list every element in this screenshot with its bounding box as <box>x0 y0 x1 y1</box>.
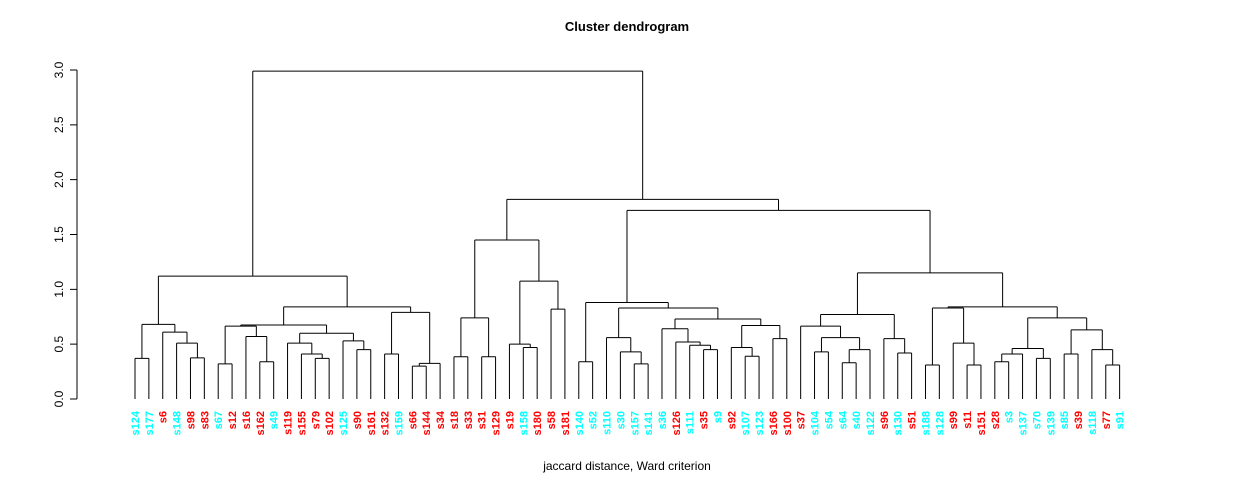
leaf-label-s28: s28 <box>990 411 1002 429</box>
leaf-label-s148: s148 <box>172 411 184 435</box>
leaf-label-s67: s67 <box>213 411 225 429</box>
leaf-label-s6: s6 <box>158 411 170 423</box>
leaf-label-s111: s111 <box>685 411 697 434</box>
leaf-label-s125: s125 <box>338 411 350 435</box>
leaf-label-s83: s83 <box>199 411 211 429</box>
leaf-label-s166: s166 <box>768 411 780 435</box>
leaf-label-s100: s100 <box>782 411 794 435</box>
leaf-label-s104: s104 <box>810 410 822 435</box>
leaf-label-s36: s36 <box>657 411 669 429</box>
leaf-label-s58: s58 <box>546 411 558 429</box>
leaf-label-s162: s162 <box>255 411 267 435</box>
leaf-label-s119: s119 <box>283 411 295 435</box>
y-tick-label: 2.0 <box>52 171 66 188</box>
leaf-label-s122: s122 <box>865 411 877 435</box>
y-tick-label: 3.0 <box>52 61 66 78</box>
leaf-label-s139: s139 <box>1045 411 1057 435</box>
leaf-label-s129: s129 <box>491 411 503 435</box>
leaf-label-s11: s11 <box>962 411 974 429</box>
leaf-label-s49: s49 <box>269 411 281 429</box>
leaf-label-s96: s96 <box>879 411 891 429</box>
leaf-label-s33: s33 <box>463 411 475 429</box>
leaf-label-s177: s177 <box>144 411 156 435</box>
leaf-label-s161: s161 <box>366 411 378 435</box>
leaf-label-s51: s51 <box>907 411 919 429</box>
leaf-label-s140: s140 <box>574 411 586 435</box>
leaf-label-s158: s158 <box>518 411 530 435</box>
leaf-label-s137: s137 <box>1018 411 1030 435</box>
leaf-label-s102: s102 <box>324 411 336 435</box>
leaf-label-s79: s79 <box>310 411 322 429</box>
leaf-label-s77: s77 <box>1101 411 1113 429</box>
x-axis-label: jaccard distance, Ward criterion <box>542 459 711 473</box>
leaf-label-s34: s34 <box>435 410 447 429</box>
leaf-label-s110: s110 <box>602 411 614 435</box>
leaf-label-s144: s144 <box>421 410 433 435</box>
leaf-label-s70: s70 <box>1031 411 1043 429</box>
leaf-label-s141: s141 <box>643 411 655 435</box>
leaf-label-s3: s3 <box>1004 411 1016 423</box>
chart-title: Cluster dendrogram <box>565 19 689 34</box>
leaf-label-s12: s12 <box>227 411 239 429</box>
leaf-label-s35: s35 <box>699 411 711 429</box>
leaf-label-s90: s90 <box>352 411 364 429</box>
leaf-label-s130: s130 <box>893 411 905 435</box>
leaf-label-s19: s19 <box>504 411 516 429</box>
leaf-label-s40: s40 <box>851 411 863 429</box>
y-axis-tick-labels: 0.0 0.5 1.0 1.5 2.0 2.5 3.0 <box>52 61 66 407</box>
leaf-label-s118: s118 <box>1087 411 1099 435</box>
leaf-label-s52: s52 <box>588 411 600 429</box>
dendrogram-lines <box>134 70 1121 399</box>
y-axis <box>70 69 78 400</box>
leaf-label-s18: s18 <box>449 411 461 429</box>
leaf-label-s107: s107 <box>740 411 752 435</box>
leaf-labels: s124 s177 s6 s148 s98 s83 s67 s12 s16 s162 s49 s119… <box>130 410 1127 435</box>
leaf-label-s66: s66 <box>407 411 419 429</box>
leaf-label-s37: s37 <box>796 411 808 429</box>
y-tick-label: 2.5 <box>52 116 66 133</box>
leaf-label-s128: s128 <box>934 411 946 435</box>
leaf-label-s92: s92 <box>726 411 738 429</box>
leaf-label-s9: s9 <box>712 411 724 423</box>
leaf-label-s99: s99 <box>948 411 960 429</box>
leaf-label-s157: s157 <box>629 411 641 435</box>
y-tick-label: 0.5 <box>52 336 66 353</box>
leaf-label-s16: s16 <box>241 411 253 429</box>
leaf-label-s123: s123 <box>754 411 766 435</box>
leaf-label-s151: s151 <box>976 411 988 435</box>
leaf-label-s124: s124 <box>130 410 142 435</box>
leaf-label-s64: s64 <box>837 410 849 429</box>
leaf-label-s30: s30 <box>615 411 627 429</box>
leaf-label-s98: s98 <box>185 411 197 429</box>
leaf-label-s181: s181 <box>560 411 572 435</box>
leaf-label-s155: s155 <box>296 411 308 435</box>
leaf-label-s54: s54 <box>823 410 835 429</box>
leaf-label-s159: s159 <box>393 411 405 435</box>
y-tick-label: 0.0 <box>52 390 66 407</box>
leaf-label-s85: s85 <box>1059 411 1071 429</box>
leaf-label-s39: s39 <box>1073 411 1085 429</box>
leaf-label-s180: s180 <box>532 411 544 435</box>
leaf-label-s91: s91 <box>1115 411 1127 429</box>
y-tick-label: 1.5 <box>52 226 66 243</box>
leaf-label-s31: s31 <box>477 411 489 429</box>
leaf-label-s126: s126 <box>671 411 683 435</box>
leaf-label-s132: s132 <box>380 411 392 435</box>
leaf-label-s188: s188 <box>920 411 932 435</box>
y-tick-label: 1.0 <box>52 281 66 298</box>
